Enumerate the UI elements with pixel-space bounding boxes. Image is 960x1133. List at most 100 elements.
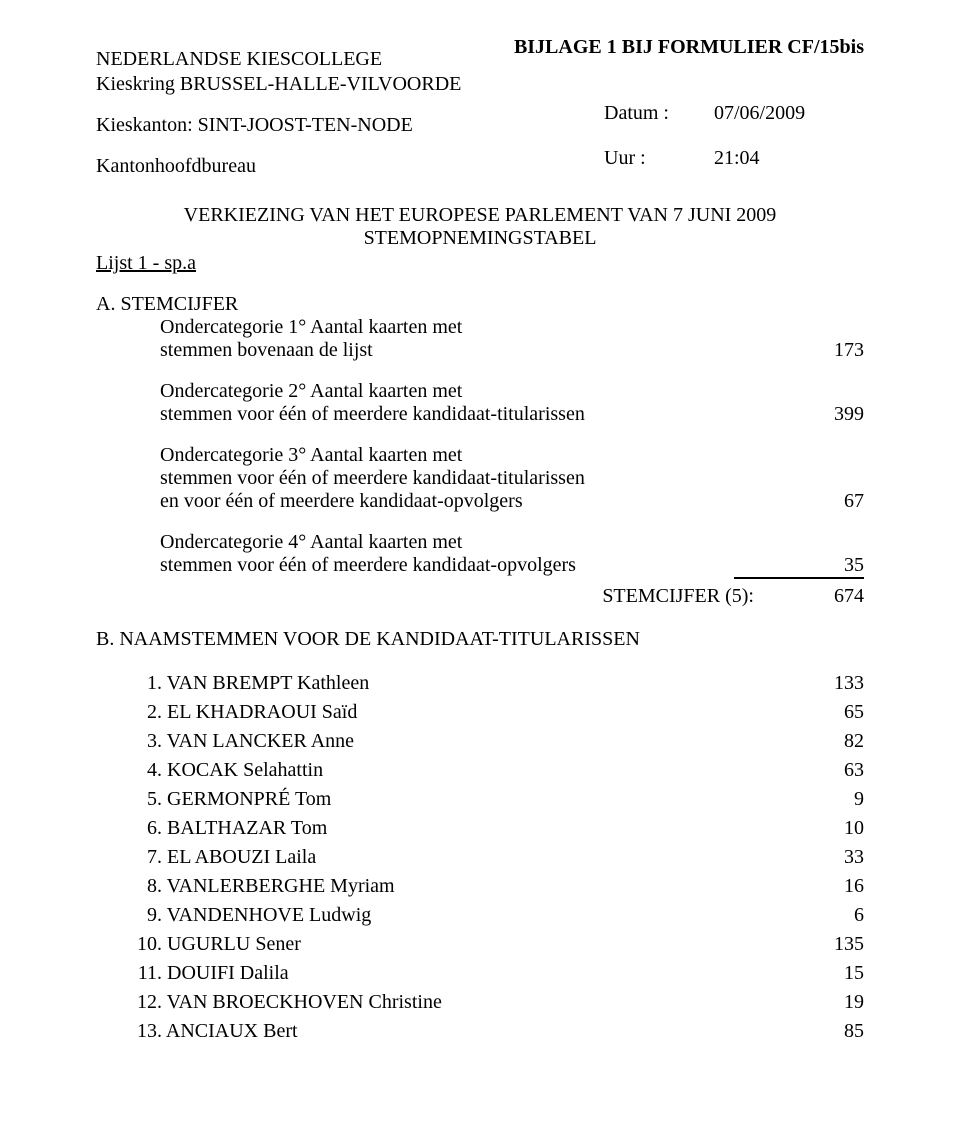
kieskring-line: Kieskring BRUSSEL-HALLE-VILVOORDE [96, 73, 864, 96]
candidate-row: 12. VAN BROECKHOVEN Christine 19 [132, 988, 864, 1017]
cat3-line3-row: en voor één of meerdere kandidaat-opvolg… [160, 490, 864, 513]
candidate-number: 1. [132, 669, 162, 698]
candidate-row: 10. UGURLU Sener 135 [132, 930, 864, 959]
section-a-heading: A. STEMCIJFER [96, 293, 864, 316]
spacer [96, 513, 864, 531]
candidate-number: 3. [132, 727, 162, 756]
candidate-votes: 16 [844, 872, 864, 901]
candidate-votes: 82 [844, 727, 864, 756]
total-block: STEMCIJFER (5): 674 [96, 585, 864, 608]
candidate-votes: 9 [854, 785, 864, 814]
candidate-name-text: VAN BROECKHOVEN Christine [162, 991, 442, 1013]
candidate-name-text: EL ABOUZI Laila [162, 846, 316, 868]
total-rule [734, 577, 864, 579]
cat4: Ondercategorie 4° Aantal kaarten met ste… [160, 531, 864, 577]
candidate-number: 6. [132, 814, 162, 843]
candidate-list: 1. VAN BREMPT Kathleen1332. EL KHADRAOUI… [132, 669, 864, 1046]
candidate-name-text: GERMONPRÉ Tom [162, 788, 331, 810]
cat2-line1: Ondercategorie 2° Aantal kaarten met [160, 380, 864, 403]
candidate-name: 9. VANDENHOVE Ludwig [132, 901, 371, 930]
cat4-line2-row: stemmen voor één of meerdere kandidaat-o… [160, 554, 864, 577]
candidate-name: 8. VANLERBERGHE Myriam [132, 872, 395, 901]
candidate-number: 12. [132, 988, 162, 1017]
cat1: Ondercategorie 1° Aantal kaarten met ste… [160, 316, 864, 362]
cat3-line2: stemmen voor één of meerdere kandidaat-t… [160, 467, 864, 490]
cat1-value: 173 [834, 339, 864, 362]
uur-row: Uur : 21:04 [604, 147, 864, 170]
candidate-name: 11. DOUIFI Dalila [132, 959, 289, 988]
total-label: STEMCIJFER (5): [602, 585, 754, 608]
candidate-row: 4. KOCAK Selahattin 63 [132, 756, 864, 785]
candidate-name-text: KOCAK Selahattin [162, 759, 323, 781]
candidate-name: 13. ANCIAUX Bert [132, 1017, 298, 1046]
candidate-name-text: DOUIFI Dalila [162, 962, 289, 984]
candidate-votes: 135 [834, 930, 864, 959]
candidate-name: 5. GERMONPRÉ Tom [132, 785, 331, 814]
cat4-line2: stemmen voor één of meerdere kandidaat-o… [160, 554, 576, 577]
candidate-name: 7. EL ABOUZI Laila [132, 843, 316, 872]
candidate-number: 4. [132, 756, 162, 785]
uur-value: 21:04 [714, 147, 760, 170]
cat4-value: 35 [844, 554, 864, 577]
candidate-name-text: VAN BREMPT Kathleen [162, 672, 369, 694]
candidate-votes: 15 [844, 959, 864, 988]
cat2-value: 399 [834, 403, 864, 426]
cat3-value: 67 [844, 490, 864, 513]
spacer [96, 362, 864, 380]
datum-value: 07/06/2009 [714, 102, 805, 125]
candidate-number: 7. [132, 843, 162, 872]
title-line-1: VERKIEZING VAN HET EUROPESE PARLEMENT VA… [96, 204, 864, 227]
candidate-row: 3. VAN LANCKER Anne 82 [132, 727, 864, 756]
datum-row: Datum : 07/06/2009 [604, 102, 864, 125]
cat3-line1: Ondercategorie 3° Aantal kaarten met [160, 444, 864, 467]
candidate-votes: 6 [854, 901, 864, 930]
candidate-name-text: EL KHADRAOUI Saïd [162, 701, 357, 723]
candidate-number: 9. [132, 901, 162, 930]
candidate-row: 6. BALTHAZAR Tom 10 [132, 814, 864, 843]
candidate-name-text: VANDENHOVE Ludwig [162, 904, 371, 926]
main-title: VERKIEZING VAN HET EUROPESE PARLEMENT VA… [96, 204, 864, 250]
cat3-line3: en voor één of meerdere kandidaat-opvolg… [160, 490, 523, 513]
cat2: Ondercategorie 2° Aantal kaarten met ste… [160, 380, 864, 426]
candidate-name: 12. VAN BROECKHOVEN Christine [132, 988, 442, 1017]
section-a: A. STEMCIJFER Ondercategorie 1° Aantal k… [96, 293, 864, 608]
cat2-line2: stemmen voor één of meerdere kandidaat-t… [160, 403, 585, 426]
candidate-votes: 19 [844, 988, 864, 1017]
candidate-name-text: VAN LANCKER Anne [162, 730, 354, 752]
candidate-votes: 65 [844, 698, 864, 727]
bijlage-header: BIJLAGE 1 BIJ FORMULIER CF/15bis [514, 36, 864, 59]
title-line-2: STEMOPNEMINGSTABEL [96, 227, 864, 250]
lijst-heading: Lijst 1 - sp.a [96, 252, 864, 275]
spacer [96, 426, 864, 444]
candidate-row: 8. VANLERBERGHE Myriam 16 [132, 872, 864, 901]
cat2-line2-row: stemmen voor één of meerdere kandidaat-t… [160, 403, 864, 426]
candidate-name-text: VANLERBERGHE Myriam [162, 875, 395, 897]
candidate-name: 4. KOCAK Selahattin [132, 756, 323, 785]
candidate-row: 11. DOUIFI Dalila 15 [132, 959, 864, 988]
candidate-votes: 63 [844, 756, 864, 785]
cat1-line1: Ondercategorie 1° Aantal kaarten met [160, 316, 864, 339]
cat4-line1: Ondercategorie 4° Aantal kaarten met [160, 531, 864, 554]
total-value: 674 [834, 585, 864, 608]
candidate-votes: 133 [834, 669, 864, 698]
candidate-row: 9. VANDENHOVE Ludwig 6 [132, 901, 864, 930]
candidate-name: 10. UGURLU Sener [132, 930, 301, 959]
candidate-name: 6. BALTHAZAR Tom [132, 814, 327, 843]
candidate-name-text: UGURLU Sener [162, 933, 301, 955]
candidate-row: 13. ANCIAUX Bert 85 [132, 1017, 864, 1046]
date-time-block: Datum : 07/06/2009 Uur : 21:04 [604, 102, 864, 170]
candidate-votes: 85 [844, 1017, 864, 1046]
candidate-row: 1. VAN BREMPT Kathleen 133 [132, 669, 864, 698]
candidate-number: 8. [132, 872, 162, 901]
candidate-name-text: ANCIAUX Bert [162, 1020, 298, 1042]
candidate-row: 5. GERMONPRÉ Tom 9 [132, 785, 864, 814]
page: BIJLAGE 1 BIJ FORMULIER CF/15bis NEDERLA… [0, 0, 960, 1133]
section-b-heading: B. NAAMSTEMMEN VOOR DE KANDIDAAT-TITULAR… [96, 628, 864, 651]
candidate-votes: 10 [844, 814, 864, 843]
candidate-number: 13. [132, 1017, 162, 1046]
candidate-name-text: BALTHAZAR Tom [162, 817, 327, 839]
candidate-number: 11. [132, 959, 162, 988]
cat1-line2-row: stemmen bovenaan de lijst 173 [160, 339, 864, 362]
total-row: STEMCIJFER (5): 674 [96, 585, 864, 608]
candidate-name: 3. VAN LANCKER Anne [132, 727, 354, 756]
